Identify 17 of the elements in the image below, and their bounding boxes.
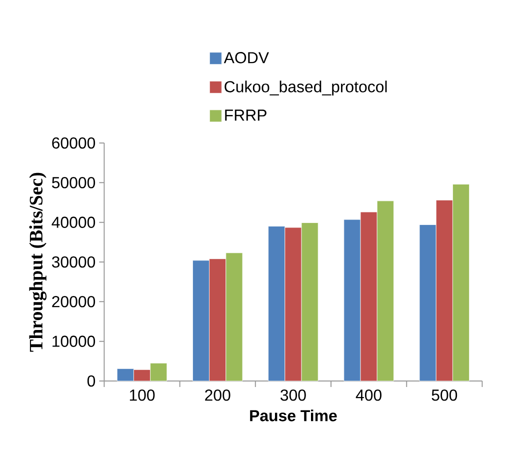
x-axis-title: Pause Time [250, 410, 337, 422]
x-tick-label: 100 [130, 390, 155, 401]
y-tick-label: 50000 [52, 177, 96, 188]
legend-label: Cukoo_based_protocol [224, 80, 387, 96]
y-tick-label: 10000 [52, 336, 96, 347]
x-tick-label: 300 [280, 390, 306, 401]
y-tick-label: 20000 [52, 296, 96, 308]
legend-label: FRRP [225, 110, 266, 121]
x-tick-label: 500 [432, 390, 458, 401]
y-tick-label: 60000 [52, 137, 96, 149]
y-tick-label: 30000 [52, 256, 96, 268]
y-tick-label: 40000 [52, 216, 96, 228]
y-tick-label: 0 [87, 375, 96, 387]
x-tick-label: 200 [205, 390, 230, 401]
legend-label: AODV [224, 52, 269, 64]
x-tick-label: 400 [356, 390, 382, 401]
y-axis-title: Throughput (Bits/Sec) [29, 172, 47, 352]
